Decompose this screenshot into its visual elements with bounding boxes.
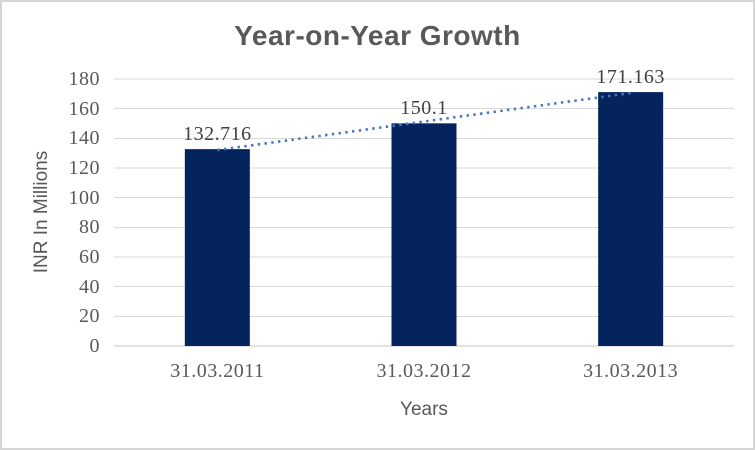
x-axis-title: Years bbox=[400, 399, 448, 420]
x-category-label: 31.03.2011 bbox=[170, 360, 265, 382]
y-tick-label: 100 bbox=[68, 186, 100, 209]
y-tick-label: 160 bbox=[68, 97, 100, 120]
x-category-label: 31.03.2012 bbox=[376, 360, 472, 382]
y-tick-label: 20 bbox=[79, 305, 100, 328]
bar-31.03.2013 bbox=[598, 92, 664, 346]
x-category-label: 31.03.2013 bbox=[583, 360, 679, 382]
y-tick-label: 120 bbox=[68, 157, 100, 179]
y-tick-label: 40 bbox=[79, 275, 100, 298]
y-tick-label: 0 bbox=[89, 335, 100, 357]
bar-data-label: 171.163 bbox=[596, 66, 665, 89]
chart-title: Year-on-Year Growth bbox=[234, 20, 521, 51]
bar-31.03.2011 bbox=[184, 149, 250, 346]
trendline bbox=[217, 91, 631, 152]
y-tick-label: 80 bbox=[79, 216, 100, 239]
y-tick-label: 60 bbox=[79, 246, 100, 268]
y-tick-label: 180 bbox=[68, 68, 100, 90]
y-tick-label: 140 bbox=[68, 127, 100, 150]
bar-data-label: 150.1 bbox=[400, 97, 448, 120]
bar-31.03.2012 bbox=[391, 123, 457, 346]
bar-data-label: 132.716 bbox=[183, 123, 252, 146]
